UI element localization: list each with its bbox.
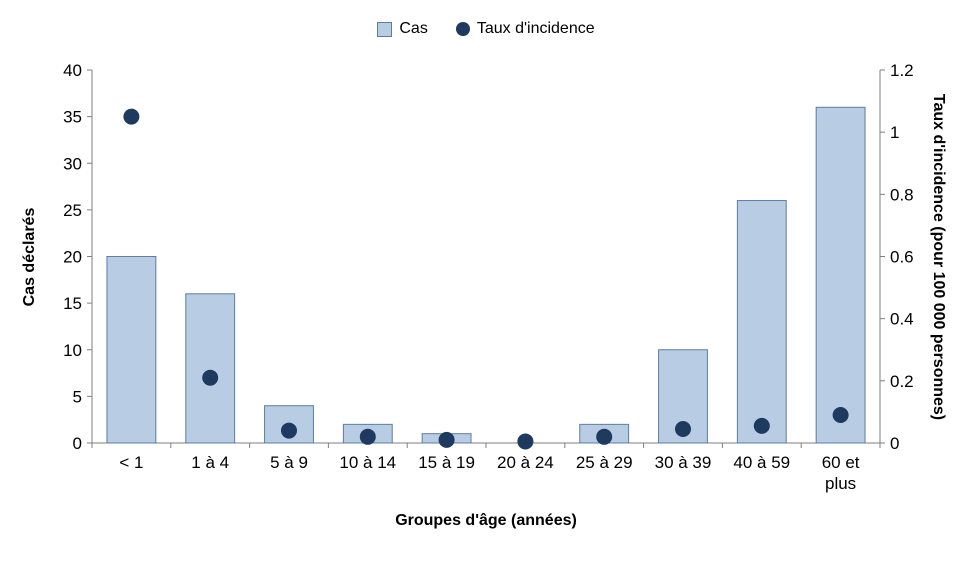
dot [359, 428, 376, 445]
x-category-label: 5 à 9 [270, 453, 308, 472]
x-category-label: 10 à 14 [339, 453, 396, 472]
cas-swatch-icon [377, 21, 393, 37]
taux-swatch-icon [455, 22, 470, 36]
legend-taux-label: Taux d'incidence [476, 20, 595, 37]
bar [106, 256, 157, 444]
right-tick-label: 1 [890, 123, 899, 142]
x-category-label: 30 à 39 [655, 453, 712, 472]
dot [596, 428, 613, 445]
right-tick-label: 1.2 [890, 61, 914, 80]
x-category-label: 60 et plus [822, 453, 860, 493]
bar [736, 200, 787, 444]
right-tick-label: 0 [890, 434, 899, 453]
x-category-label: 1 à 4 [191, 453, 229, 472]
left-tick-label: 10 [63, 341, 82, 360]
right-tick-label: 0.6 [890, 248, 914, 267]
left-tick-label: 30 [63, 154, 82, 173]
left-tick-label: 0 [73, 434, 82, 453]
legend-cas-label: Cas [399, 20, 428, 37]
dot [281, 422, 297, 439]
right-axis-title: Taux d'incidence (pour 100 000 personnes… [930, 93, 947, 421]
x-category-label: < 1 [119, 453, 143, 472]
dot [123, 108, 140, 125]
dot [832, 407, 849, 424]
bar [815, 106, 866, 444]
x-category-label: 15 à 19 [418, 453, 475, 472]
chart-legend: Cas Taux d'incidence [0, 20, 972, 38]
right-tick-label: 0.8 [890, 185, 914, 204]
x-category-label: 25 à 29 [576, 453, 633, 472]
left-tick-label: 20 [63, 248, 82, 267]
left-tick-label: 40 [63, 61, 82, 80]
left-tick-label: 25 [63, 201, 82, 220]
dot [517, 433, 534, 450]
dot [675, 421, 691, 438]
left-axis-title: Cas déclarés [21, 207, 38, 307]
right-tick-label: 0.4 [890, 310, 914, 329]
x-category-label: 40 à 59 [733, 453, 790, 472]
bar [185, 293, 236, 444]
left-tick-label: 5 [73, 387, 82, 406]
left-tick-label: 15 [63, 294, 82, 313]
legend-item-cas[interactable]: Cas [377, 20, 428, 38]
left-tick-label: 35 [63, 108, 82, 127]
dot [753, 417, 770, 434]
x-axis-title: Groupes d'âge (années) [395, 512, 577, 529]
dot [438, 431, 455, 448]
dot [202, 369, 219, 386]
right-tick-label: 0.2 [890, 372, 914, 391]
x-category-label: 20 à 24 [497, 453, 554, 472]
legend-item-taux[interactable]: Taux d'incidence [455, 20, 595, 38]
